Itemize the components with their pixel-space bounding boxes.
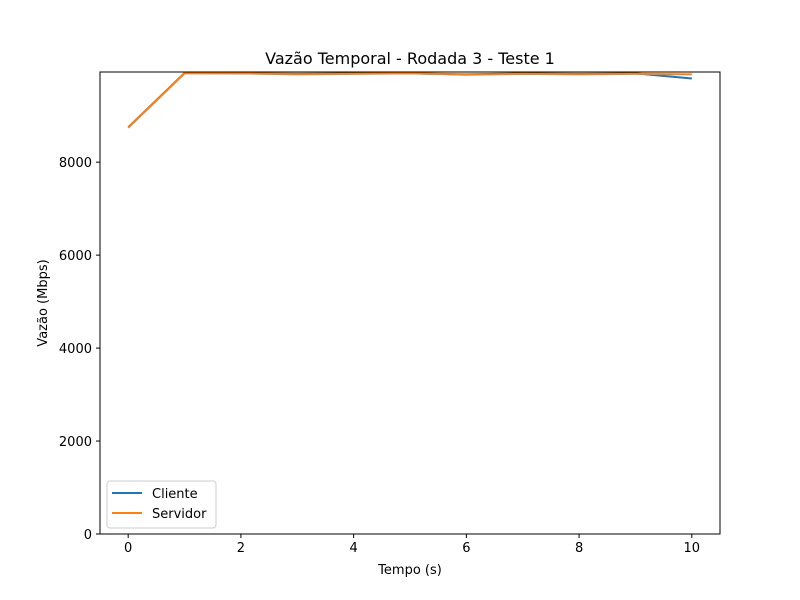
x-tick-label: 10 (684, 541, 701, 556)
series-layer (127, 71, 692, 129)
x-axis-title: Tempo (s) (377, 563, 442, 578)
x-tick-label: 0 (124, 541, 132, 556)
y-tick-label: 8000 (59, 156, 92, 171)
y-tick-label: 0 (84, 528, 92, 543)
legend: Cliente Servidor (106, 480, 217, 529)
legend-label-servidor: Servidor (152, 507, 207, 522)
x-tick-label: 2 (237, 541, 245, 556)
legend-label-cliente: Cliente (152, 487, 198, 502)
y-tick-label: 2000 (59, 435, 92, 450)
y-axis-title: Vazão (Mbps) (36, 259, 51, 346)
series-line-servidor (127, 72, 692, 129)
y-tick-label: 6000 (59, 249, 92, 264)
y-tick-label: 4000 (59, 342, 92, 357)
series-line-cliente (127, 71, 692, 129)
x-tick-label: 6 (462, 541, 470, 556)
x-tick-label: 8 (575, 541, 583, 556)
ticks-layer: 0 2 4 6 8 10 0 2000 4000 6000 8000 (59, 156, 700, 556)
chart-title: Vazão Temporal - Rodada 3 - Teste 1 (265, 49, 555, 68)
plot-frame (99, 71, 721, 535)
x-tick-label: 4 (349, 541, 357, 556)
